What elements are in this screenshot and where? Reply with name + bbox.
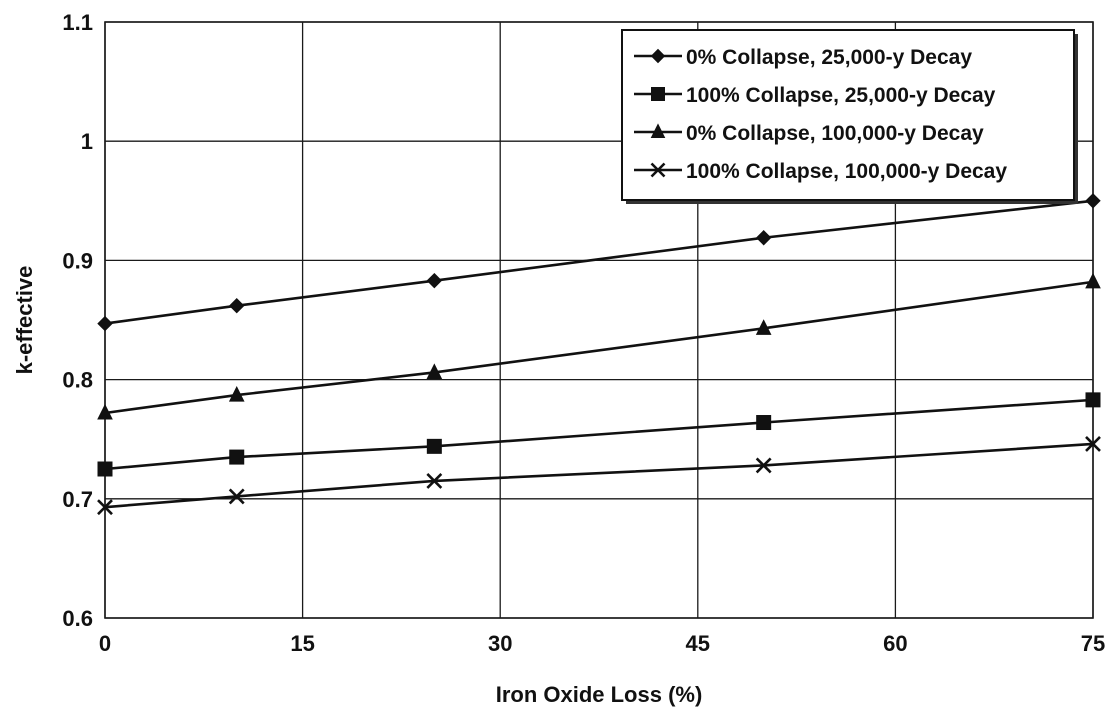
data-point-x <box>755 457 772 474</box>
legend-box <box>621 29 1075 201</box>
data-point-diamond <box>755 230 772 246</box>
legend-entry: 0% Collapse, 25,000-y Decay <box>634 46 972 69</box>
x-tick-label: 60 <box>883 631 907 656</box>
series-4 <box>97 436 1101 516</box>
data-point-triangle <box>426 363 443 379</box>
y-tick-label: 0.9 <box>62 248 93 273</box>
legend-marker-triangle <box>650 123 666 138</box>
data-point-x <box>228 488 245 505</box>
series-line <box>104 398 1094 471</box>
y-tick-label: 0.7 <box>62 487 93 512</box>
legend-entry: 0% Collapse, 100,000-y Decay <box>634 122 984 145</box>
legend-label: 0% Collapse, 25,000-y Decay <box>686 46 972 69</box>
series-3 <box>97 272 1101 420</box>
x-tick-label: 0 <box>99 631 111 656</box>
x-tick-label: 15 <box>290 631 314 656</box>
legend-marker-x <box>650 162 666 178</box>
y-axis-title: k-effective <box>12 266 37 375</box>
legend-marker-square <box>651 87 665 101</box>
data-point-square <box>426 438 442 454</box>
data-point-diamond <box>97 315 113 332</box>
axis-ticks: 0.6 0.7 0.8 0.9 1 1.1 0 15 30 45 60 75 <box>62 10 1105 656</box>
data-point-triangle <box>1085 272 1101 289</box>
series-1 <box>97 193 1101 332</box>
data-point-x <box>97 499 113 516</box>
data-point-x <box>426 473 443 489</box>
series-2 <box>97 392 1101 477</box>
x-tick-label: 75 <box>1081 631 1105 656</box>
data-point-x <box>1085 436 1101 452</box>
legend-marker-diamond <box>650 48 666 64</box>
legend-label: 0% Collapse, 100,000-y Decay <box>686 122 984 145</box>
series-group <box>97 193 1101 516</box>
legend-label: 100% Collapse, 25,000-y Decay <box>686 84 996 107</box>
x-tick-label: 30 <box>488 631 512 656</box>
legend: 0% Collapse, 25,000-y Decay 100% Collapse… <box>621 29 1078 204</box>
data-point-square <box>1085 392 1101 408</box>
x-axis-title: Iron Oxide Loss (%) <box>496 682 703 707</box>
data-point-diamond <box>1085 193 1101 209</box>
legend-label: 100% Collapse, 100,000-y Decay <box>686 160 1007 183</box>
y-tick-label: 1.1 <box>62 10 93 35</box>
data-point-square <box>756 415 772 431</box>
data-point-triangle <box>97 403 113 420</box>
series-line <box>104 442 1094 509</box>
data-point-triangle <box>755 319 772 335</box>
data-point-square <box>97 461 113 477</box>
y-tick-label: 1 <box>81 129 93 154</box>
y-tick-label: 0.8 <box>62 368 93 393</box>
data-point-diamond <box>426 272 443 289</box>
data-point-square <box>229 449 245 465</box>
data-point-triangle <box>228 385 245 402</box>
legend-entry: 100% Collapse, 100,000-y Decay <box>634 160 1007 183</box>
data-point-diamond <box>229 297 245 314</box>
y-tick-label: 0.6 <box>62 606 93 631</box>
series-line <box>104 199 1094 325</box>
x-tick-label: 45 <box>686 631 710 656</box>
legend-entry: 100% Collapse, 25,000-y Decay <box>634 84 996 107</box>
series-line <box>104 280 1094 415</box>
